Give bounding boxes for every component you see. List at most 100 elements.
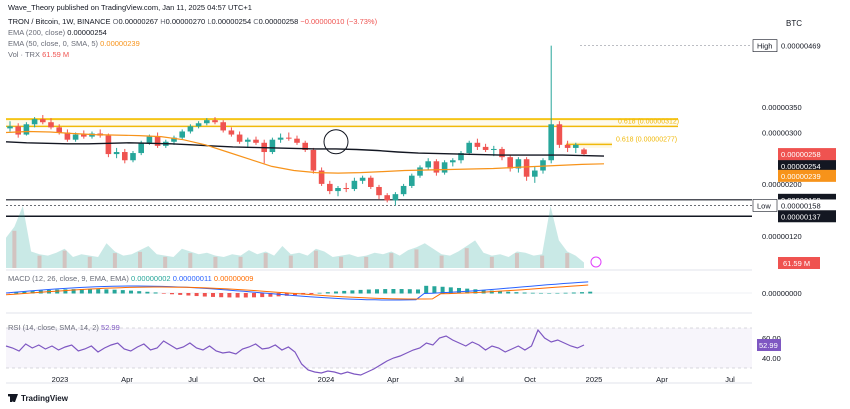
ohlc-open-label: O bbox=[112, 17, 119, 26]
candle-body bbox=[351, 180, 358, 190]
candle-body bbox=[343, 188, 349, 190]
volume-bar-down bbox=[163, 256, 168, 268]
ohlc-open: 0.00000267 bbox=[118, 17, 159, 26]
rsi-line bbox=[5, 328, 585, 376]
candle-body bbox=[245, 139, 251, 142]
ohlc-high: 0.00000270 bbox=[165, 17, 206, 26]
time-axis-tick: 2023 bbox=[52, 375, 69, 384]
volume-tag-value: 61.59 M bbox=[783, 259, 810, 268]
low-tag-label-box bbox=[752, 199, 778, 212]
volume-bar-down bbox=[313, 250, 318, 268]
candle-body bbox=[40, 119, 46, 123]
price-axis-tick: 0.00000300 bbox=[762, 129, 802, 138]
macd-histogram-bar bbox=[325, 292, 330, 294]
candle-body bbox=[441, 162, 448, 173]
macd-histogram-bar bbox=[571, 292, 576, 294]
volume-tag-box bbox=[778, 257, 820, 269]
candle-body bbox=[138, 142, 144, 154]
ohlc-close-label: C bbox=[253, 17, 259, 26]
tradingview-logo-icon bbox=[8, 394, 18, 402]
time-axis-tick: Oct bbox=[524, 375, 537, 384]
macd-histogram-bar bbox=[440, 286, 445, 294]
volume-bar-down bbox=[540, 255, 545, 268]
candle-body bbox=[515, 159, 522, 169]
volume-legend[interactable]: Vol · TRX 61.59 M bbox=[8, 50, 69, 60]
macd-histogram-bar bbox=[63, 289, 68, 294]
candle-body bbox=[409, 175, 415, 186]
volume-bar-down bbox=[489, 256, 494, 268]
ema200-label: EMA (200, close) bbox=[8, 28, 66, 37]
candle-body bbox=[105, 135, 112, 155]
ema50-legend[interactable]: EMA (50, close, 0, SMA, 5) 0.00000239 bbox=[8, 39, 140, 49]
volume-bar-down bbox=[464, 248, 469, 268]
macd-histogram-bar bbox=[383, 289, 388, 294]
ohlc-high-label: H bbox=[160, 17, 166, 26]
macd-histogram-bar bbox=[350, 290, 355, 294]
rsi-label: RSI (14, close, SMA, 14, 2) bbox=[8, 323, 99, 332]
macd-histogram-bar bbox=[498, 291, 502, 294]
macd-histogram-bar bbox=[145, 291, 150, 294]
last-price-tag-box bbox=[778, 148, 836, 161]
macd-histogram-bar bbox=[243, 293, 248, 298]
ema200-legend[interactable]: EMA (200, close) 0.00000254 bbox=[8, 28, 107, 38]
candle-body bbox=[64, 132, 71, 140]
candle-body bbox=[327, 183, 333, 192]
candle-body bbox=[466, 142, 472, 154]
rsi-band bbox=[6, 328, 752, 368]
volume-axis-tick: 0.00000120 bbox=[762, 232, 802, 241]
tradingview-logo[interactable]: TradingView bbox=[8, 394, 68, 403]
ema200-value: 0.00000254 bbox=[67, 28, 107, 37]
macd-histogram-bar bbox=[194, 293, 199, 297]
candle-body bbox=[277, 137, 284, 140]
price-axis-tick: 0.00000350 bbox=[762, 103, 802, 112]
candle-body bbox=[212, 120, 218, 123]
macd-histogram-bar bbox=[309, 293, 314, 294]
time-axis-tick: Jul bbox=[454, 375, 464, 384]
candle-body bbox=[146, 136, 153, 143]
macd-histogram-bar bbox=[375, 289, 379, 294]
candle-body bbox=[548, 124, 554, 161]
ema50-tag-box bbox=[778, 169, 836, 182]
ohlc-change: −0.00000010 (−3.73%) bbox=[300, 17, 378, 26]
candle-body bbox=[368, 177, 374, 187]
candle-body bbox=[179, 131, 185, 138]
level-137-tag-box bbox=[778, 210, 836, 223]
currency-label[interactable]: BTC bbox=[786, 19, 802, 28]
candle-body bbox=[458, 153, 464, 161]
rsi-legend[interactable]: RSI (14, close, SMA, 14, 2) 52.99 bbox=[8, 323, 120, 333]
fib-label-1: 0.618 (0.00000312) bbox=[618, 118, 679, 125]
candle-body bbox=[491, 148, 497, 150]
time-axis-tick: Jul bbox=[725, 375, 735, 384]
macd-histogram-bar bbox=[284, 293, 289, 296]
ohlc-low-label: L bbox=[207, 17, 212, 26]
candle-body bbox=[113, 152, 120, 155]
macd-histogram-bar bbox=[129, 290, 133, 294]
candle-body bbox=[302, 142, 308, 150]
candle-body bbox=[425, 161, 431, 168]
time-axis-tick: Apr bbox=[387, 375, 399, 384]
macd-signal-value: 0.00000009 bbox=[213, 274, 254, 283]
candle-body bbox=[269, 139, 276, 153]
bolt-icon bbox=[590, 256, 602, 268]
macd-histogram-bar bbox=[473, 289, 478, 294]
macd-histogram-bar bbox=[416, 289, 420, 294]
last-price-tag-value: 0.00000258 bbox=[781, 150, 821, 159]
time-axis-tick: Apr bbox=[121, 375, 133, 384]
macd-histogram-bar bbox=[112, 289, 117, 294]
ema50-tag-value: 0.00000239 bbox=[781, 172, 821, 181]
macd-legend[interactable]: MACD (12, 26, close, 9, EMA, EMA) 0.0000… bbox=[8, 274, 253, 284]
macd-histogram-bar bbox=[448, 287, 453, 294]
ema50-line bbox=[5, 130, 605, 174]
time-axis-tick: Oct bbox=[253, 375, 266, 384]
volume-bar-down bbox=[565, 253, 570, 268]
ema200-line bbox=[5, 141, 605, 157]
macd-axis-tick: 0.00000000 bbox=[762, 289, 802, 298]
volume-bar-down bbox=[12, 230, 17, 268]
macd-histogram-bar bbox=[358, 289, 363, 294]
ema200-tag-value: 0.00000254 bbox=[781, 162, 821, 171]
ema50-label: EMA (50, close, 0, SMA, 5) bbox=[8, 39, 99, 48]
volume-bar-down bbox=[439, 255, 444, 268]
candle-body bbox=[507, 157, 513, 169]
symbol-name[interactable]: TRON / Bitcoin, 1W, BINANCE bbox=[8, 17, 111, 26]
